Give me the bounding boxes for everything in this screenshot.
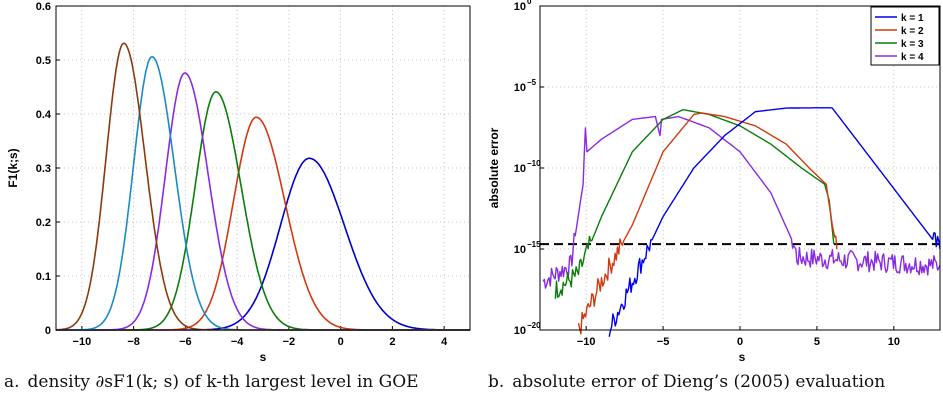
- x-tick-label: 0: [338, 336, 344, 348]
- x-tick-label: 2: [389, 336, 395, 348]
- caption-b: b. absolute error of Dieng’s (2005) evalu…: [488, 372, 885, 392]
- y-tick-label: 10: [514, 82, 526, 94]
- caption-a: a. density ∂sF1(k; s) of k-th largest lev…: [4, 372, 419, 392]
- x-tick-label: −4: [231, 336, 244, 348]
- legend-label: k = 2: [901, 26, 924, 37]
- x-tick-label: −10: [577, 336, 596, 348]
- y-tick-label: 0.2: [36, 217, 51, 229]
- x-tick-label: −2: [283, 336, 296, 348]
- y-tick-exponent: −20: [527, 321, 541, 330]
- legend-label: k = 1: [901, 13, 924, 24]
- x-tick-label: −10: [73, 336, 92, 348]
- y-tick-label: 0: [45, 325, 51, 337]
- figure: −10 −8 −6 −4 −2 0 2 400.10.20.30.40.50.6 s F1(k…: [0, 0, 943, 372]
- y-tick-label: 10: [514, 325, 526, 337]
- caption-a-text: density ∂sF1(k; s) of k-th largest level…: [28, 372, 419, 392]
- x-tick-label: 10: [888, 336, 900, 348]
- legend-label: k = 3: [901, 39, 924, 50]
- y-tick-exponent: 0: [527, 0, 532, 6]
- y-tick-label: 10: [514, 244, 526, 256]
- y-tick-label: 0.3: [36, 163, 51, 175]
- chart-b-legend: k = 1 k = 2 k = 3 k = 4: [871, 7, 939, 65]
- x-tick-label: −5: [657, 336, 670, 348]
- y-tick-label: 0.4: [36, 109, 52, 121]
- x-tick-label: 0: [737, 336, 743, 348]
- caption-b-text: absolute error of Dieng’s (2005) evaluat…: [512, 372, 885, 392]
- y-tick-label: 10: [514, 163, 526, 175]
- chart-a-xlabel: s: [260, 350, 267, 364]
- y-tick-exponent: −15: [527, 240, 541, 249]
- caption-a-label: a.: [4, 372, 20, 392]
- caption-b-label: b.: [488, 372, 504, 392]
- chart-b-xlabel: s: [739, 350, 746, 364]
- x-tick-label: −8: [127, 336, 140, 348]
- y-tick-exponent: −5: [527, 78, 537, 87]
- y-tick-label: 0.5: [36, 55, 51, 67]
- y-tick-label: 0.6: [36, 1, 51, 13]
- y-tick-label: 0.1: [36, 271, 51, 283]
- chart-b-ylabel: absolute error: [487, 127, 501, 208]
- y-tick-label: 10: [514, 1, 526, 13]
- chart-a-ylabel: F1(k;s): [6, 148, 20, 187]
- x-tick-label: 5: [814, 336, 820, 348]
- x-tick-label: −6: [179, 336, 192, 348]
- chart-a: −10 −8 −6 −4 −2 0 2 4 0 0.1 0.2 0.3 0.4 0.5 0.6 s F1(k…: [6, 1, 470, 364]
- x-tick-label: 4: [441, 336, 448, 348]
- legend-label: k = 4: [901, 52, 924, 63]
- y-tick-exponent: −10: [527, 159, 541, 168]
